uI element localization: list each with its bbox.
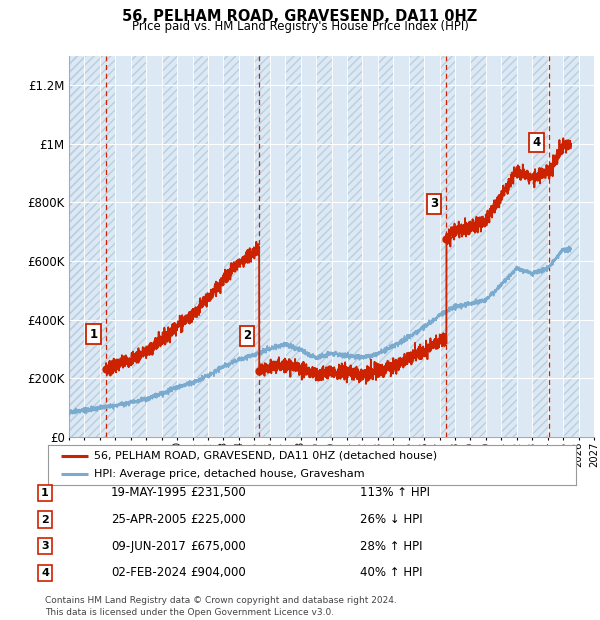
Text: 26% ↓ HPI: 26% ↓ HPI <box>360 513 422 526</box>
Text: 25-APR-2005: 25-APR-2005 <box>111 513 187 526</box>
Bar <box>578 56 594 437</box>
Text: £231,500: £231,500 <box>190 487 246 499</box>
Bar <box>424 56 440 437</box>
Bar <box>409 56 424 437</box>
Bar <box>115 56 131 437</box>
Bar <box>440 56 455 437</box>
Text: Price paid vs. HM Land Registry's House Price Index (HPI): Price paid vs. HM Land Registry's House … <box>131 20 469 33</box>
Text: 4: 4 <box>41 568 49 578</box>
Text: £675,000: £675,000 <box>190 540 246 552</box>
Text: 2: 2 <box>243 329 251 342</box>
Bar <box>85 56 100 437</box>
Text: 19-MAY-1995: 19-MAY-1995 <box>111 487 188 499</box>
Bar <box>285 56 301 437</box>
Bar <box>455 56 470 437</box>
Bar <box>223 56 239 437</box>
Bar <box>270 56 285 437</box>
Bar <box>193 56 208 437</box>
Bar <box>131 56 146 437</box>
Text: 3: 3 <box>41 541 49 551</box>
Bar <box>316 56 332 437</box>
Text: £904,000: £904,000 <box>190 567 246 579</box>
Bar <box>548 56 563 437</box>
Text: 56, PELHAM ROAD, GRAVESEND, DA11 0HZ: 56, PELHAM ROAD, GRAVESEND, DA11 0HZ <box>122 9 478 24</box>
Bar <box>239 56 254 437</box>
Bar <box>208 56 223 437</box>
Bar <box>146 56 161 437</box>
Bar <box>517 56 532 437</box>
Text: 4: 4 <box>533 136 541 149</box>
Text: 113% ↑ HPI: 113% ↑ HPI <box>360 487 430 499</box>
Bar <box>378 56 393 437</box>
Text: £225,000: £225,000 <box>190 513 246 526</box>
Text: Contains HM Land Registry data © Crown copyright and database right 2024.
This d: Contains HM Land Registry data © Crown c… <box>45 596 397 617</box>
Text: 28% ↑ HPI: 28% ↑ HPI <box>360 540 422 552</box>
Text: 1: 1 <box>41 488 49 498</box>
Bar <box>301 56 316 437</box>
Bar <box>393 56 409 437</box>
Text: 2: 2 <box>41 515 49 525</box>
Bar <box>470 56 486 437</box>
Text: HPI: Average price, detached house, Gravesham: HPI: Average price, detached house, Grav… <box>94 469 365 479</box>
Text: 02-FEB-2024: 02-FEB-2024 <box>111 567 187 579</box>
Text: 1: 1 <box>89 327 97 340</box>
Text: 56, PELHAM ROAD, GRAVESEND, DA11 0HZ (detached house): 56, PELHAM ROAD, GRAVESEND, DA11 0HZ (de… <box>94 451 437 461</box>
Bar <box>563 56 578 437</box>
Bar <box>69 56 100 437</box>
Bar <box>502 56 517 437</box>
Bar <box>69 56 85 437</box>
Text: 40% ↑ HPI: 40% ↑ HPI <box>360 567 422 579</box>
Bar <box>532 56 548 437</box>
Bar <box>100 56 115 437</box>
Bar <box>161 56 177 437</box>
Bar <box>486 56 502 437</box>
Bar <box>347 56 362 437</box>
Bar <box>177 56 193 437</box>
Bar <box>362 56 378 437</box>
Bar <box>331 56 347 437</box>
Text: 3: 3 <box>430 197 438 210</box>
Bar <box>254 56 270 437</box>
Text: 09-JUN-2017: 09-JUN-2017 <box>111 540 186 552</box>
